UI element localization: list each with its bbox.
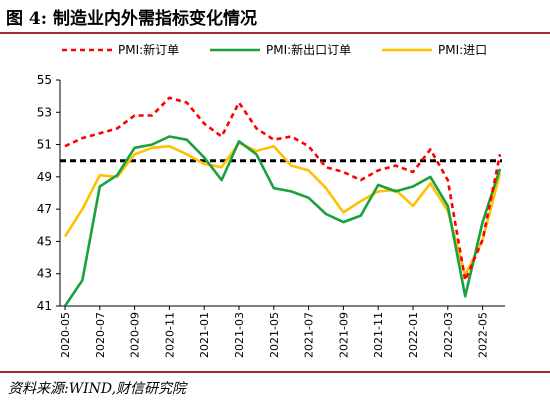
pmi-line-chart: PMI:新订单 PMI:新出口订单 PMI:进口 4143454749515355 …	[37, 42, 505, 358]
series-line-2	[63, 141, 502, 277]
y-axis: 41 43 45 47 49 51 53 55	[37, 73, 61, 313]
x-tick-label: 2020-05	[59, 312, 72, 358]
x-tick-label: 2021-01	[198, 312, 211, 358]
figure-title: 图 4: 制造业内外需指标变化情况	[6, 9, 257, 29]
x-tick-label: 2020-07	[94, 312, 107, 358]
x-tick-label: 2020-11	[163, 312, 176, 358]
y-tick-label: 53	[37, 105, 52, 119]
x-tick-label: 2021-09	[337, 312, 350, 358]
x-tick-label: 2021-03	[233, 312, 246, 358]
y-tick-label: 51	[37, 138, 52, 152]
x-tick-label: 2022-05	[477, 312, 490, 358]
title-rule	[0, 32, 550, 34]
x-tick-label: 2021-07	[303, 312, 316, 358]
legend-label-2: PMI:进口	[438, 43, 487, 57]
source-rule	[0, 371, 550, 373]
series-line-1	[63, 135, 502, 306]
y-tick-label: 45	[37, 234, 52, 248]
legend-label-1: PMI:新出口订单	[266, 42, 351, 57]
y-tick-label: 47	[37, 202, 52, 216]
x-tick-label: 2022-03	[442, 312, 455, 358]
y-tick-label: 49	[37, 170, 52, 184]
y-tick-label: 41	[37, 299, 52, 313]
chart-container: PMI:新订单 PMI:新出口订单 PMI:进口 41 43 45 47 49 51 53 55 …	[0, 36, 550, 368]
x-tick-label: 2021-05	[268, 312, 281, 358]
plot-area	[60, 96, 502, 306]
y-tick-label: 55	[37, 73, 52, 87]
chart-legend: PMI:新订单 PMI:新出口订单 PMI:进口	[62, 42, 487, 57]
source-note: 资料来源:WIND,财信研究院	[8, 381, 187, 397]
x-tick-label: 2021-11	[372, 312, 385, 358]
x-tick-label: 2022-01	[407, 312, 420, 358]
legend-label-0: PMI:新订单	[118, 42, 179, 57]
y-tick-label: 43	[37, 267, 52, 281]
x-axis: 2020-05 2020-07 2020-09 2020-11 2021-01 2021-…	[59, 305, 505, 358]
x-tick-label: 2020-09	[129, 312, 142, 358]
